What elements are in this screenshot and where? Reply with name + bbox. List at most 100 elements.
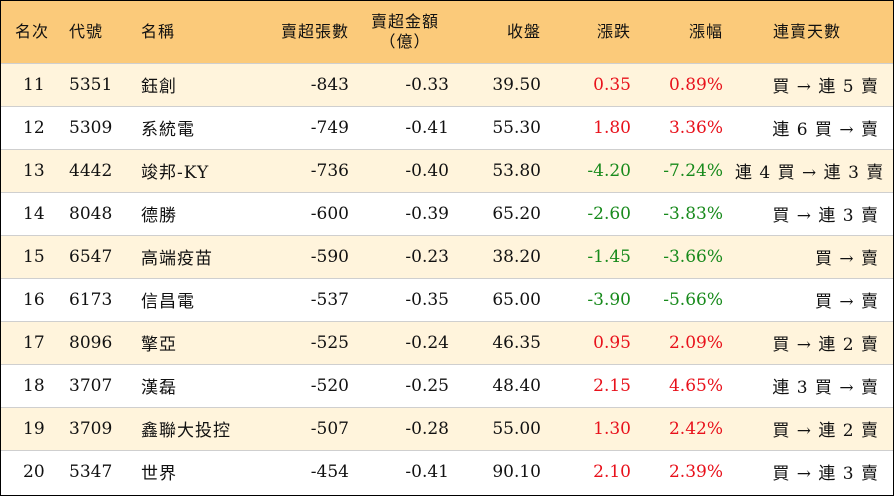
cell-code: 6547 — [63, 234, 127, 278]
cell-sell-lots: -525 — [253, 320, 355, 364]
cell-rank: 12 — [1, 105, 63, 149]
header-code: 代號 — [69, 21, 104, 41]
table-header: 名次 代號 名稱 賣超張數 賣超金額 （億） 收盤 漲跌 漲幅 連賣天數 — [1, 1, 893, 63]
cell-sell-amount: -0.41 — [355, 449, 455, 493]
cell-rank: 11 — [1, 62, 63, 106]
cell-streak: 買 → 賣 — [729, 234, 893, 278]
cell-sell-lots: -736 — [253, 148, 355, 192]
cell-rank: 17 — [1, 320, 63, 364]
table-row: 18 3707 漢磊 -520 -0.25 48.40 2.15 4.65% 連… — [1, 363, 893, 407]
table-row: 17 8096 擎亞 -525 -0.24 46.35 0.95 2.09% 買… — [1, 320, 893, 364]
cell-rank: 18 — [1, 363, 63, 407]
cell-change: -3.90 — [547, 277, 637, 321]
cell-change-pct: 2.09% — [637, 320, 729, 364]
cell-name: 鑫聯大投控 — [127, 406, 253, 450]
cell-close: 38.20 — [455, 234, 547, 278]
cell-name: 擎亞 — [127, 320, 253, 364]
cell-rank: 16 — [1, 277, 63, 321]
cell-streak: 買 → 賣 — [729, 277, 893, 321]
cell-sell-amount: -0.39 — [355, 191, 455, 235]
cell-code: 5351 — [63, 62, 127, 106]
cell-change: 0.95 — [547, 320, 637, 364]
cell-sell-amount: -0.35 — [355, 277, 455, 321]
header-rank: 名次 — [15, 21, 50, 41]
cell-close: 90.10 — [455, 449, 547, 493]
cell-name: 竣邦-KY — [127, 148, 253, 192]
cell-streak: 買 → 連 3 賣 — [729, 449, 893, 493]
header-change: 漲跌 — [596, 21, 631, 41]
header-close: 收盤 — [506, 21, 541, 41]
cell-change-pct: -5.66% — [637, 277, 729, 321]
table-row: 11 5351 鈺創 -843 -0.33 39.50 0.35 0.89% 買… — [1, 62, 893, 106]
header-sell-lots: 賣超張數 — [280, 21, 349, 41]
table-row: 15 6547 高端疫苗 -590 -0.23 38.20 -1.45 -3.6… — [1, 234, 893, 278]
cell-code: 8048 — [63, 191, 127, 235]
cell-change-pct: 2.42% — [637, 406, 729, 450]
cell-code: 3707 — [63, 363, 127, 407]
cell-sell-amount: -0.40 — [355, 148, 455, 192]
cell-change-pct: -7.24% — [637, 148, 729, 192]
cell-close: 48.40 — [455, 363, 547, 407]
cell-rank: 19 — [1, 406, 63, 450]
cell-code: 5347 — [63, 449, 127, 493]
cell-streak: 連 6 買 → 賣 — [729, 105, 893, 149]
cell-streak: 連 4 買 → 連 3 賣 — [729, 148, 893, 192]
cell-change: 2.15 — [547, 363, 637, 407]
cell-rank: 14 — [1, 191, 63, 235]
cell-rank: 15 — [1, 234, 63, 278]
cell-streak: 連 3 買 → 賣 — [729, 363, 893, 407]
header-row: 名次 代號 名稱 賣超張數 賣超金額 （億） 收盤 漲跌 漲幅 連賣天數 — [1, 1, 893, 63]
cell-sell-lots: -454 — [253, 449, 355, 493]
cell-code: 3709 — [63, 406, 127, 450]
header-change-pct: 漲幅 — [688, 21, 723, 41]
cell-code: 6173 — [63, 277, 127, 321]
cell-close: 65.00 — [455, 277, 547, 321]
cell-sell-amount: -0.33 — [355, 62, 455, 106]
cell-sell-amount: -0.25 — [355, 363, 455, 407]
cell-change: -1.45 — [547, 234, 637, 278]
cell-streak: 買 → 連 5 賣 — [729, 62, 893, 106]
table-row: 13 4442 竣邦-KY -736 -0.40 53.80 -4.20 -7.… — [1, 148, 893, 192]
cell-change: 1.30 — [547, 406, 637, 450]
cell-name: 高端疫苗 — [127, 234, 253, 278]
cell-name: 信昌電 — [127, 277, 253, 321]
cell-streak: 買 → 連 3 賣 — [729, 191, 893, 235]
cell-close: 53.80 — [455, 148, 547, 192]
cell-sell-lots: -590 — [253, 234, 355, 278]
cell-sell-lots: -507 — [253, 406, 355, 450]
cell-close: 46.35 — [455, 320, 547, 364]
cell-change-pct: 0.89% — [637, 62, 729, 106]
header-sell-amount-line1: 賣超金額 — [370, 11, 439, 31]
cell-code: 4442 — [63, 148, 127, 192]
header-sell-amount: 賣超金額 （億） — [355, 1, 455, 63]
cell-change: 2.10 — [547, 449, 637, 493]
cell-name: 德勝 — [127, 191, 253, 235]
cell-rank: 13 — [1, 148, 63, 192]
header-streak: 連賣天數 — [772, 21, 841, 41]
cell-sell-lots: -843 — [253, 62, 355, 106]
cell-name: 鈺創 — [127, 62, 253, 106]
cell-change-pct: -3.83% — [637, 191, 729, 235]
cell-sell-amount: -0.23 — [355, 234, 455, 278]
cell-change: -4.20 — [547, 148, 637, 192]
cell-streak: 買 → 連 2 賣 — [729, 320, 893, 364]
cell-change: 1.80 — [547, 105, 637, 149]
cell-sell-amount: -0.24 — [355, 320, 455, 364]
cell-sell-lots: -600 — [253, 191, 355, 235]
table-body: 11 5351 鈺創 -843 -0.33 39.50 0.35 0.89% 買… — [1, 62, 893, 493]
table-row: 20 5347 世界 -454 -0.41 90.10 2.10 2.39% 買… — [1, 449, 893, 493]
cell-change: 0.35 — [547, 62, 637, 106]
cell-sell-amount: -0.41 — [355, 105, 455, 149]
table-row: 14 8048 德勝 -600 -0.39 65.20 -2.60 -3.83%… — [1, 191, 893, 235]
cell-code: 8096 — [63, 320, 127, 364]
table-row: 16 6173 信昌電 -537 -0.35 65.00 -3.90 -5.66… — [1, 277, 893, 321]
cell-name: 漢磊 — [127, 363, 253, 407]
cell-close: 39.50 — [455, 62, 547, 106]
cell-change: -2.60 — [547, 191, 637, 235]
cell-change-pct: 4.65% — [637, 363, 729, 407]
table-row: 19 3709 鑫聯大投控 -507 -0.28 55.00 1.30 2.42… — [1, 406, 893, 450]
cell-close: 55.00 — [455, 406, 547, 450]
cell-change-pct: 3.36% — [637, 105, 729, 149]
